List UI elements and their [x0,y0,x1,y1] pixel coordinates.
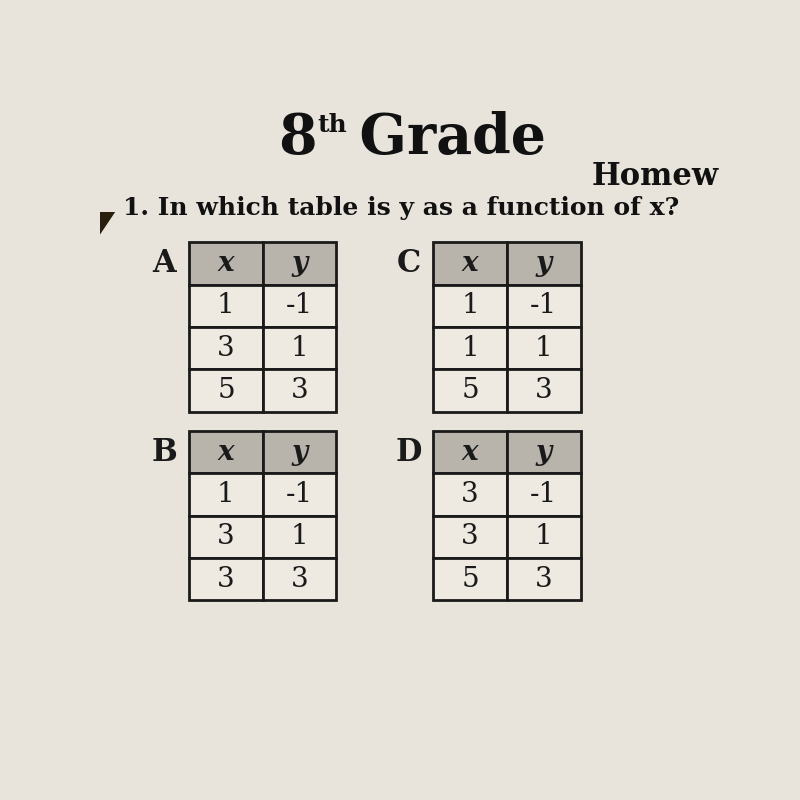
Text: y: y [291,250,308,277]
Text: C: C [396,248,421,279]
Text: x: x [462,438,478,466]
Text: x: x [218,438,234,466]
Bar [262,327,336,370]
Text: 3: 3 [462,481,479,508]
Bar [434,370,507,412]
Bar [507,370,581,412]
Text: 3: 3 [217,523,234,550]
Text: 3: 3 [535,377,553,404]
Bar [434,558,507,600]
Bar [434,327,507,370]
Text: x: x [462,250,478,277]
Text: Grade: Grade [340,111,546,166]
Bar [434,431,507,474]
Bar [262,370,336,412]
Text: 5: 5 [462,566,479,593]
Text: 3: 3 [290,377,308,404]
Text: 8: 8 [278,111,317,166]
Text: 1: 1 [290,523,309,550]
Text: -1: -1 [530,292,558,319]
Text: 1: 1 [535,523,553,550]
Bar [189,431,262,474]
Bar [507,327,581,370]
Text: 1: 1 [217,292,235,319]
Text: -1: -1 [530,481,558,508]
Bar [189,474,262,516]
Bar [189,558,262,600]
Text: 3: 3 [535,566,553,593]
Bar [262,285,336,327]
Text: 3: 3 [217,334,234,362]
Text: y: y [536,438,552,466]
Text: 5: 5 [462,377,479,404]
Text: A: A [153,248,176,279]
Text: -1: -1 [286,292,313,319]
Text: y: y [536,250,552,277]
Bar [189,285,262,327]
Bar [262,431,336,474]
Bar [434,516,507,558]
Bar [189,370,262,412]
Bar [507,516,581,558]
Bar [507,242,581,285]
Bar [507,285,581,327]
Bar [434,285,507,327]
Bar [262,558,336,600]
Text: B: B [151,437,178,468]
Text: 1: 1 [290,334,309,362]
Bar [189,516,262,558]
Text: 1: 1 [461,334,479,362]
Text: y: y [291,438,308,466]
Text: th: th [317,114,346,138]
Text: D: D [395,437,422,468]
Bar [262,474,336,516]
Bar [507,431,581,474]
Bar [507,558,581,600]
Bar [507,474,581,516]
Bar [262,242,336,285]
Text: -1: -1 [286,481,313,508]
Text: 3: 3 [462,523,479,550]
Bar [189,242,262,285]
Text: 1. In which table is y as a function of x?: 1. In which table is y as a function of … [123,196,679,220]
Bar [434,474,507,516]
Bar [100,96,720,211]
Text: 3: 3 [217,566,234,593]
Text: Homew: Homew [591,162,718,192]
Text: 1: 1 [535,334,553,362]
Bar [189,327,262,370]
Bar [262,516,336,558]
Text: 1: 1 [217,481,235,508]
Bar [434,242,507,285]
Text: x: x [218,250,234,277]
Text: 3: 3 [290,566,308,593]
Polygon shape [100,96,193,234]
Text: 5: 5 [217,377,234,404]
Text: 1: 1 [461,292,479,319]
